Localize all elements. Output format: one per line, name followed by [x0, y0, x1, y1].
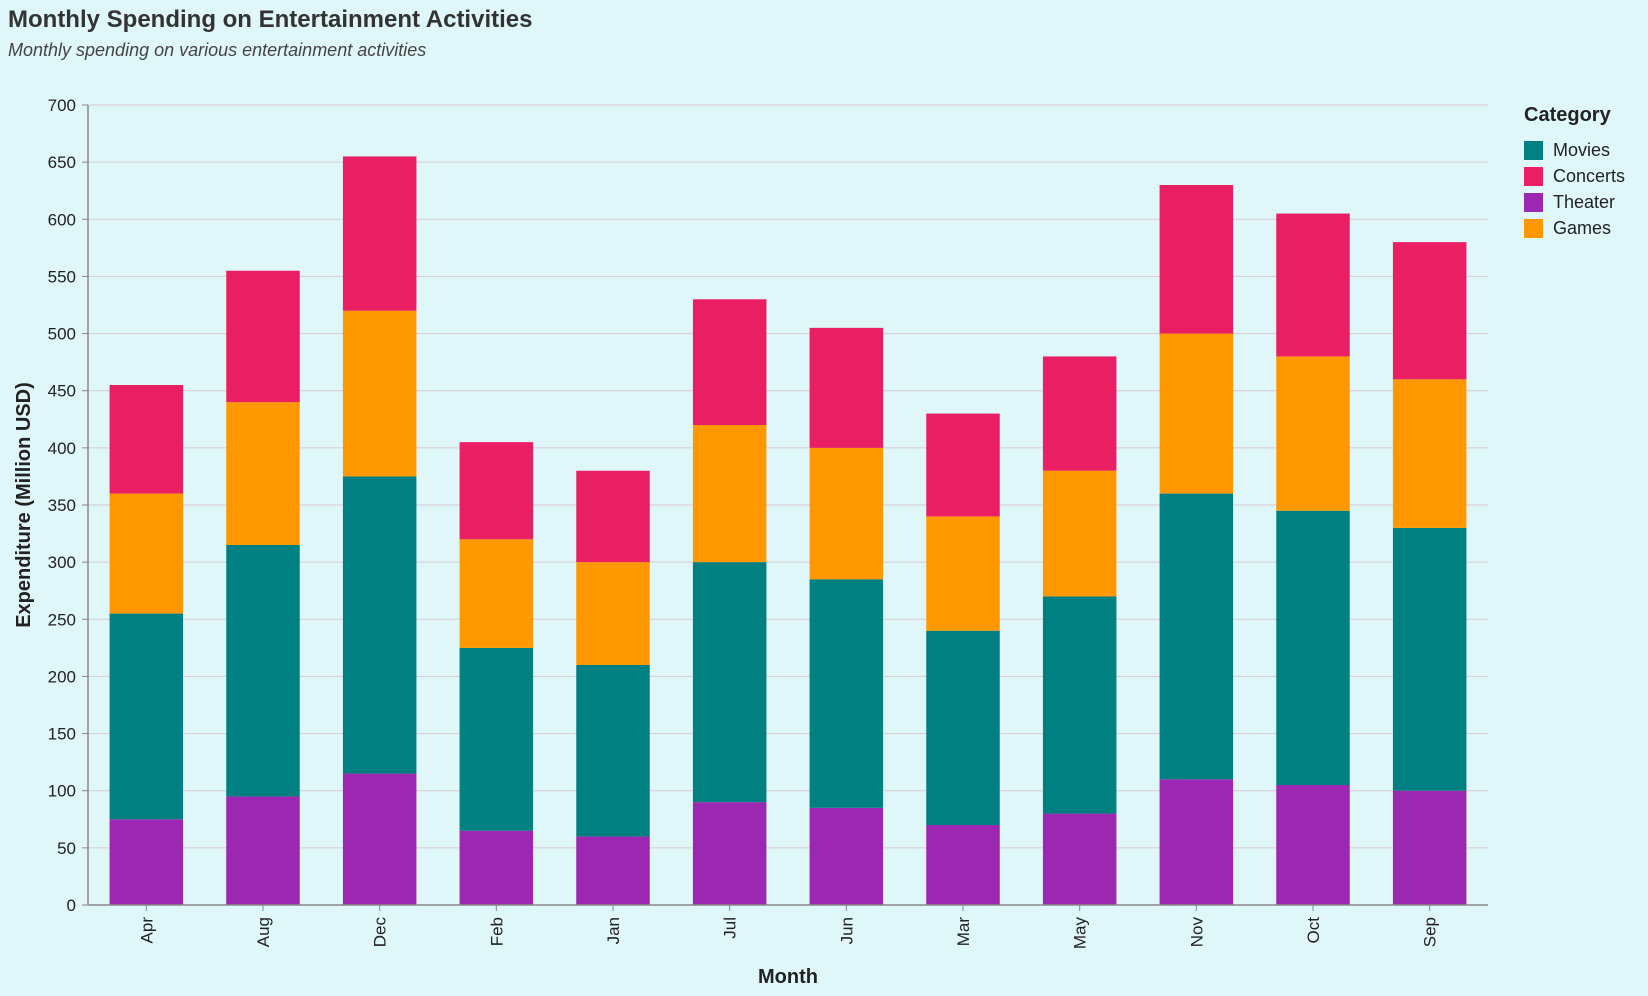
y-tick-label: 300 [48, 553, 76, 572]
y-tick-label: 50 [57, 839, 76, 858]
bar-games-apr [109, 493, 184, 614]
bar-concerts-nov [1159, 185, 1234, 334]
y-tick-label: 550 [48, 267, 76, 286]
legend: Category Movies Concerts Theater Games [1524, 104, 1625, 241]
bar-movies-jun [809, 579, 884, 808]
bar-concerts-jan [576, 470, 650, 563]
legend-swatch-games [1524, 218, 1543, 238]
legend-swatch-concerts [1524, 166, 1543, 186]
bar-movies-feb [459, 647, 534, 831]
x-tick-label: Apr [137, 917, 156, 944]
bar-games-feb [459, 539, 534, 648]
x-tick-label: Feb [487, 917, 506, 946]
x-tick-label: Mar [954, 917, 973, 947]
bar-movies-dec [342, 476, 417, 774]
bar-concerts-may [1042, 356, 1117, 471]
y-tick-label: 350 [48, 496, 76, 515]
y-tick-label: 650 [48, 153, 76, 172]
legend-item-games: Games [1524, 215, 1625, 241]
bar-games-sep [1392, 379, 1467, 528]
x-tick-label: Jul [721, 917, 740, 939]
y-tick-label: 700 [48, 96, 76, 115]
x-tick-label: Dec [371, 917, 390, 948]
x-tick-label: May [1071, 917, 1090, 950]
x-tick-label: Jan [604, 917, 623, 944]
y-tick-label: 600 [48, 210, 76, 229]
y-tick-label: 250 [48, 610, 76, 629]
bar-theater-may [1042, 813, 1117, 905]
legend-item-theater: Theater [1524, 189, 1625, 215]
bar-concerts-apr [109, 385, 184, 494]
legend-title: Category [1524, 104, 1611, 126]
bar-concerts-sep [1392, 242, 1467, 380]
bar-concerts-mar [926, 413, 1000, 517]
bar-theater-mar [926, 825, 1000, 905]
bar-games-jul [692, 425, 767, 563]
y-tick-label: 100 [48, 782, 76, 801]
legend-swatch-theater [1524, 192, 1543, 212]
bar-theater-nov [1159, 779, 1234, 905]
bar-games-dec [342, 310, 417, 477]
legend-label-games: Games [1553, 217, 1612, 238]
bar-theater-apr [109, 819, 184, 905]
bar-theater-oct [1276, 785, 1350, 905]
x-tick-label: Aug [254, 917, 273, 947]
y-tick-label: 500 [48, 325, 76, 344]
bar-movies-jan [576, 665, 650, 837]
bar-movies-nov [1159, 493, 1234, 780]
y-tick-label: 400 [48, 439, 76, 458]
bar-theater-jan [576, 836, 650, 905]
bar-movies-aug [226, 545, 300, 797]
bar-theater-jul [692, 802, 767, 905]
bar-games-jan [576, 562, 650, 665]
bar-games-mar [926, 516, 1000, 631]
bar-concerts-jun [809, 327, 884, 448]
bar-concerts-jul [692, 299, 767, 425]
bar-concerts-dec [342, 156, 417, 311]
bar-games-oct [1276, 356, 1350, 511]
chart-subtitle: Monthly spending on various entertainmen… [8, 40, 427, 60]
x-tick-label: Oct [1304, 917, 1323, 944]
bar-concerts-aug [226, 270, 300, 403]
bar-movies-oct [1276, 510, 1350, 785]
bar-movies-jul [692, 562, 767, 803]
y-tick-label: 150 [48, 725, 76, 744]
bar-theater-aug [226, 796, 300, 905]
bar-movies-apr [109, 613, 184, 820]
bar-movies-mar [926, 630, 1000, 825]
bar-theater-jun [809, 807, 884, 905]
legend-item-movies: Movies [1524, 137, 1625, 163]
bar-movies-sep [1392, 527, 1467, 791]
bar-games-aug [226, 402, 300, 545]
bar-theater-dec [342, 773, 417, 905]
y-tick-label: 0 [67, 896, 76, 915]
x-axis-title: Month [758, 966, 818, 988]
y-tick-label: 450 [48, 382, 76, 401]
legend-label-theater: Theater [1553, 191, 1616, 212]
bar-theater-feb [459, 830, 534, 905]
chart-title: Monthly Spending on Entertainment Activi… [8, 6, 533, 33]
legend-label-concerts: Concerts [1553, 165, 1626, 186]
legend-item-concerts: Concerts [1524, 163, 1625, 189]
bar-games-jun [809, 447, 884, 580]
legend-label-movies: Movies [1553, 139, 1611, 160]
y-tick-label: 200 [48, 667, 76, 686]
bar-theater-sep [1392, 790, 1467, 905]
x-tick-label: Nov [1187, 917, 1206, 948]
bar-movies-may [1042, 596, 1117, 814]
x-tick-label: Jun [837, 917, 856, 944]
y-axis-title: Expenditure (Million USD) [13, 382, 35, 628]
bar-games-may [1042, 470, 1117, 597]
bar-games-nov [1159, 333, 1234, 494]
bar-concerts-oct [1276, 213, 1350, 357]
bar-concerts-feb [459, 442, 534, 540]
x-tick-label: Sep [1421, 917, 1440, 947]
legend-swatch-movies [1524, 140, 1543, 160]
